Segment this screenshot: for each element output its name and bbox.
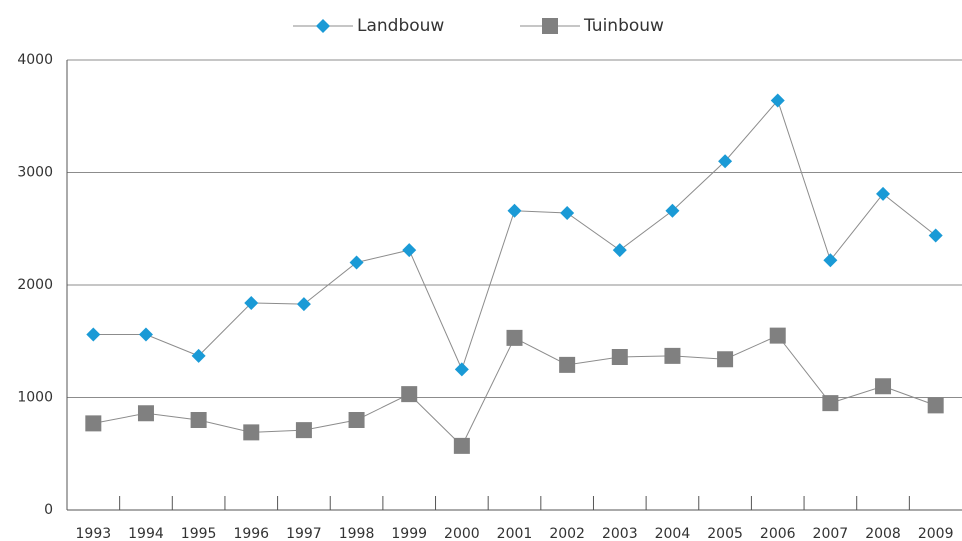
y-tick-label: 4000: [17, 52, 53, 68]
point: [454, 362, 469, 377]
point: [612, 243, 627, 258]
legend-marker: [542, 18, 558, 34]
x-tick-label: 2000: [444, 526, 480, 541]
point: [822, 395, 839, 412]
point: [876, 186, 891, 201]
point: [243, 424, 260, 441]
point: [823, 253, 838, 268]
point: [717, 351, 734, 368]
point: [190, 412, 207, 428]
x-tick-label: 1997: [286, 526, 322, 541]
point: [137, 405, 154, 422]
point: [85, 415, 102, 432]
x-tick-label: 2003: [602, 526, 638, 541]
y-tick-label: 3000: [17, 165, 53, 181]
point: [875, 378, 892, 395]
point: [611, 349, 628, 365]
point: [770, 93, 785, 108]
point: [244, 296, 259, 310]
y-tick-label: 1000: [17, 390, 53, 406]
x-tick-label: 2006: [760, 526, 796, 541]
point: [191, 348, 206, 363]
series-line: [93, 99, 936, 371]
point: [559, 356, 576, 373]
point: [769, 327, 786, 344]
y-tick-label: 0: [44, 502, 53, 518]
legend-label: Landbouw: [357, 16, 444, 36]
point: [507, 203, 522, 218]
legend-marker: [316, 19, 330, 33]
y-tick-label: 2000: [17, 277, 53, 293]
point: [86, 327, 101, 342]
point: [664, 347, 681, 364]
x-tick-label: 2008: [865, 526, 901, 541]
point: [453, 437, 470, 454]
point: [928, 228, 943, 243]
point: [295, 422, 312, 439]
x-tick-label: 2009: [918, 526, 954, 541]
legend-label: Tuinbouw: [583, 16, 664, 36]
point: [401, 386, 418, 403]
x-tick-label: 2007: [813, 526, 849, 541]
x-tick-label: 1993: [76, 526, 112, 541]
x-tick-label: 2004: [655, 526, 691, 541]
point: [138, 327, 153, 342]
point: [348, 412, 365, 428]
x-tick-label: 2002: [549, 526, 585, 541]
point: [560, 206, 575, 220]
point: [665, 203, 680, 218]
point: [718, 154, 733, 169]
point: [349, 255, 364, 270]
x-tick-label: 1995: [181, 526, 217, 541]
x-tick-label: 1994: [128, 526, 164, 541]
point: [402, 243, 417, 258]
point: [506, 329, 523, 346]
x-tick-label: 2001: [497, 526, 533, 541]
x-tick-label: 2005: [707, 526, 743, 541]
point: [296, 297, 311, 312]
x-tick-label: 1998: [339, 526, 375, 541]
point: [927, 397, 944, 414]
x-tick-label: 1996: [233, 526, 269, 541]
x-tick-label: 1999: [391, 526, 427, 541]
series-line: [93, 335, 936, 447]
